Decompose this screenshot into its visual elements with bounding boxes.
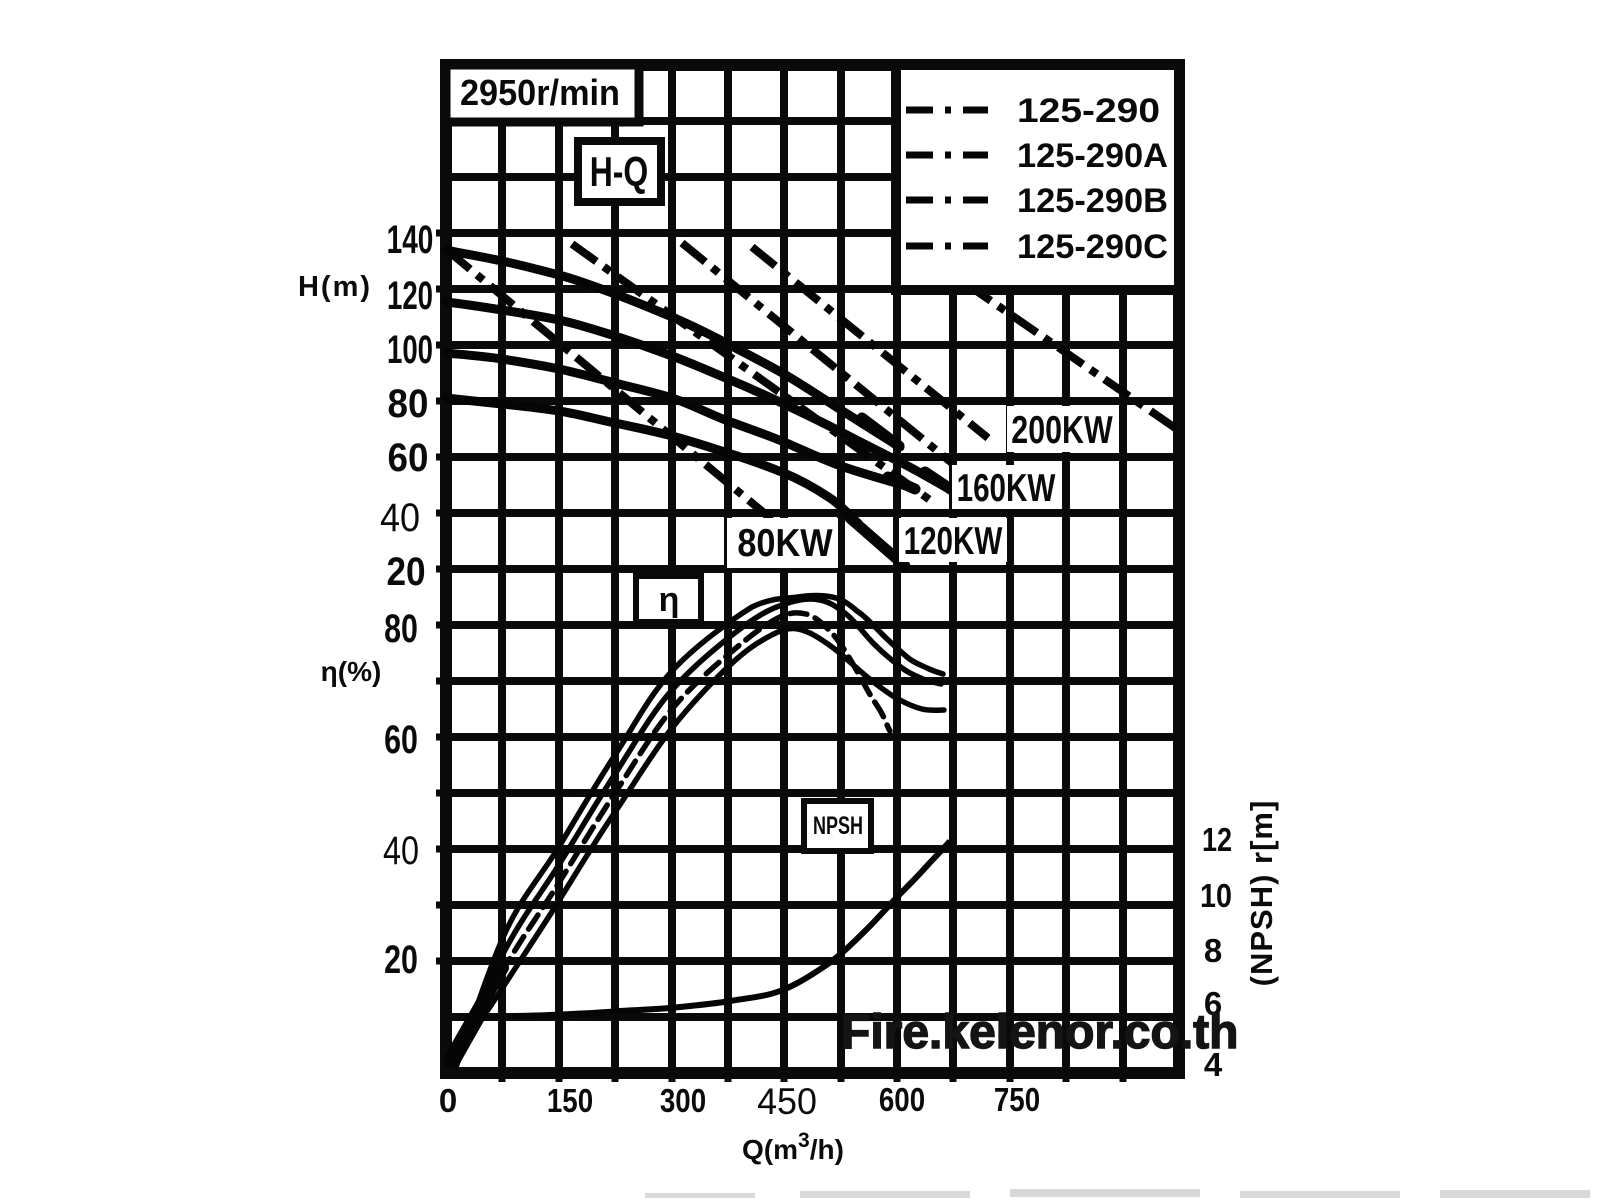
svg-text:60: 60 <box>388 436 429 481</box>
svg-text:η: η <box>659 581 680 619</box>
svg-text:12: 12 <box>1202 823 1232 859</box>
svg-text:300: 300 <box>660 1083 706 1120</box>
svg-text:(NPSH) r[m]: (NPSH) r[m] <box>1244 800 1279 987</box>
svg-text:120: 120 <box>387 274 433 318</box>
svg-text:125-290: 125-290 <box>1017 92 1160 130</box>
svg-text:η(%): η(%) <box>321 656 382 687</box>
svg-text:NPSH: NPSH <box>813 811 863 840</box>
svg-text:80: 80 <box>388 382 429 427</box>
svg-text:60: 60 <box>384 717 418 762</box>
svg-text:80KW: 80KW <box>737 521 833 565</box>
svg-text:120KW: 120KW <box>904 520 1003 563</box>
svg-text:200KW: 200KW <box>1011 408 1112 451</box>
svg-text:150: 150 <box>547 1083 593 1120</box>
svg-text:160KW: 160KW <box>957 467 1056 510</box>
svg-text:0: 0 <box>439 1082 457 1119</box>
svg-text:450: 450 <box>757 1081 817 1123</box>
svg-text:Fire.kelenor.co.th: Fire.kelenor.co.th <box>841 1006 1238 1059</box>
svg-text:125-290B: 125-290B <box>1017 182 1168 220</box>
svg-text:140: 140 <box>387 218 434 262</box>
svg-text:750: 750 <box>994 1082 1040 1119</box>
svg-text:125-290C: 125-290C <box>1017 228 1168 266</box>
svg-text:40: 40 <box>380 496 420 540</box>
svg-text:8: 8 <box>1204 932 1222 969</box>
svg-text:4: 4 <box>1204 1046 1223 1083</box>
svg-text:2950r/min: 2950r/min <box>460 72 620 113</box>
svg-text:100: 100 <box>387 328 433 372</box>
svg-text:20: 20 <box>384 937 418 982</box>
svg-text:80: 80 <box>384 606 418 651</box>
svg-text:6: 6 <box>1204 985 1222 1022</box>
svg-text:H-Q: H-Q <box>590 148 649 195</box>
svg-text:125-290A: 125-290A <box>1017 137 1168 175</box>
svg-text:H(m): H(m) <box>298 271 372 303</box>
svg-text:600: 600 <box>879 1082 925 1119</box>
svg-text:40: 40 <box>383 828 419 873</box>
svg-text:10: 10 <box>1200 877 1232 914</box>
svg-text:20: 20 <box>386 549 425 594</box>
svg-text:Q(m3/h): Q(m3/h) <box>742 1129 844 1165</box>
